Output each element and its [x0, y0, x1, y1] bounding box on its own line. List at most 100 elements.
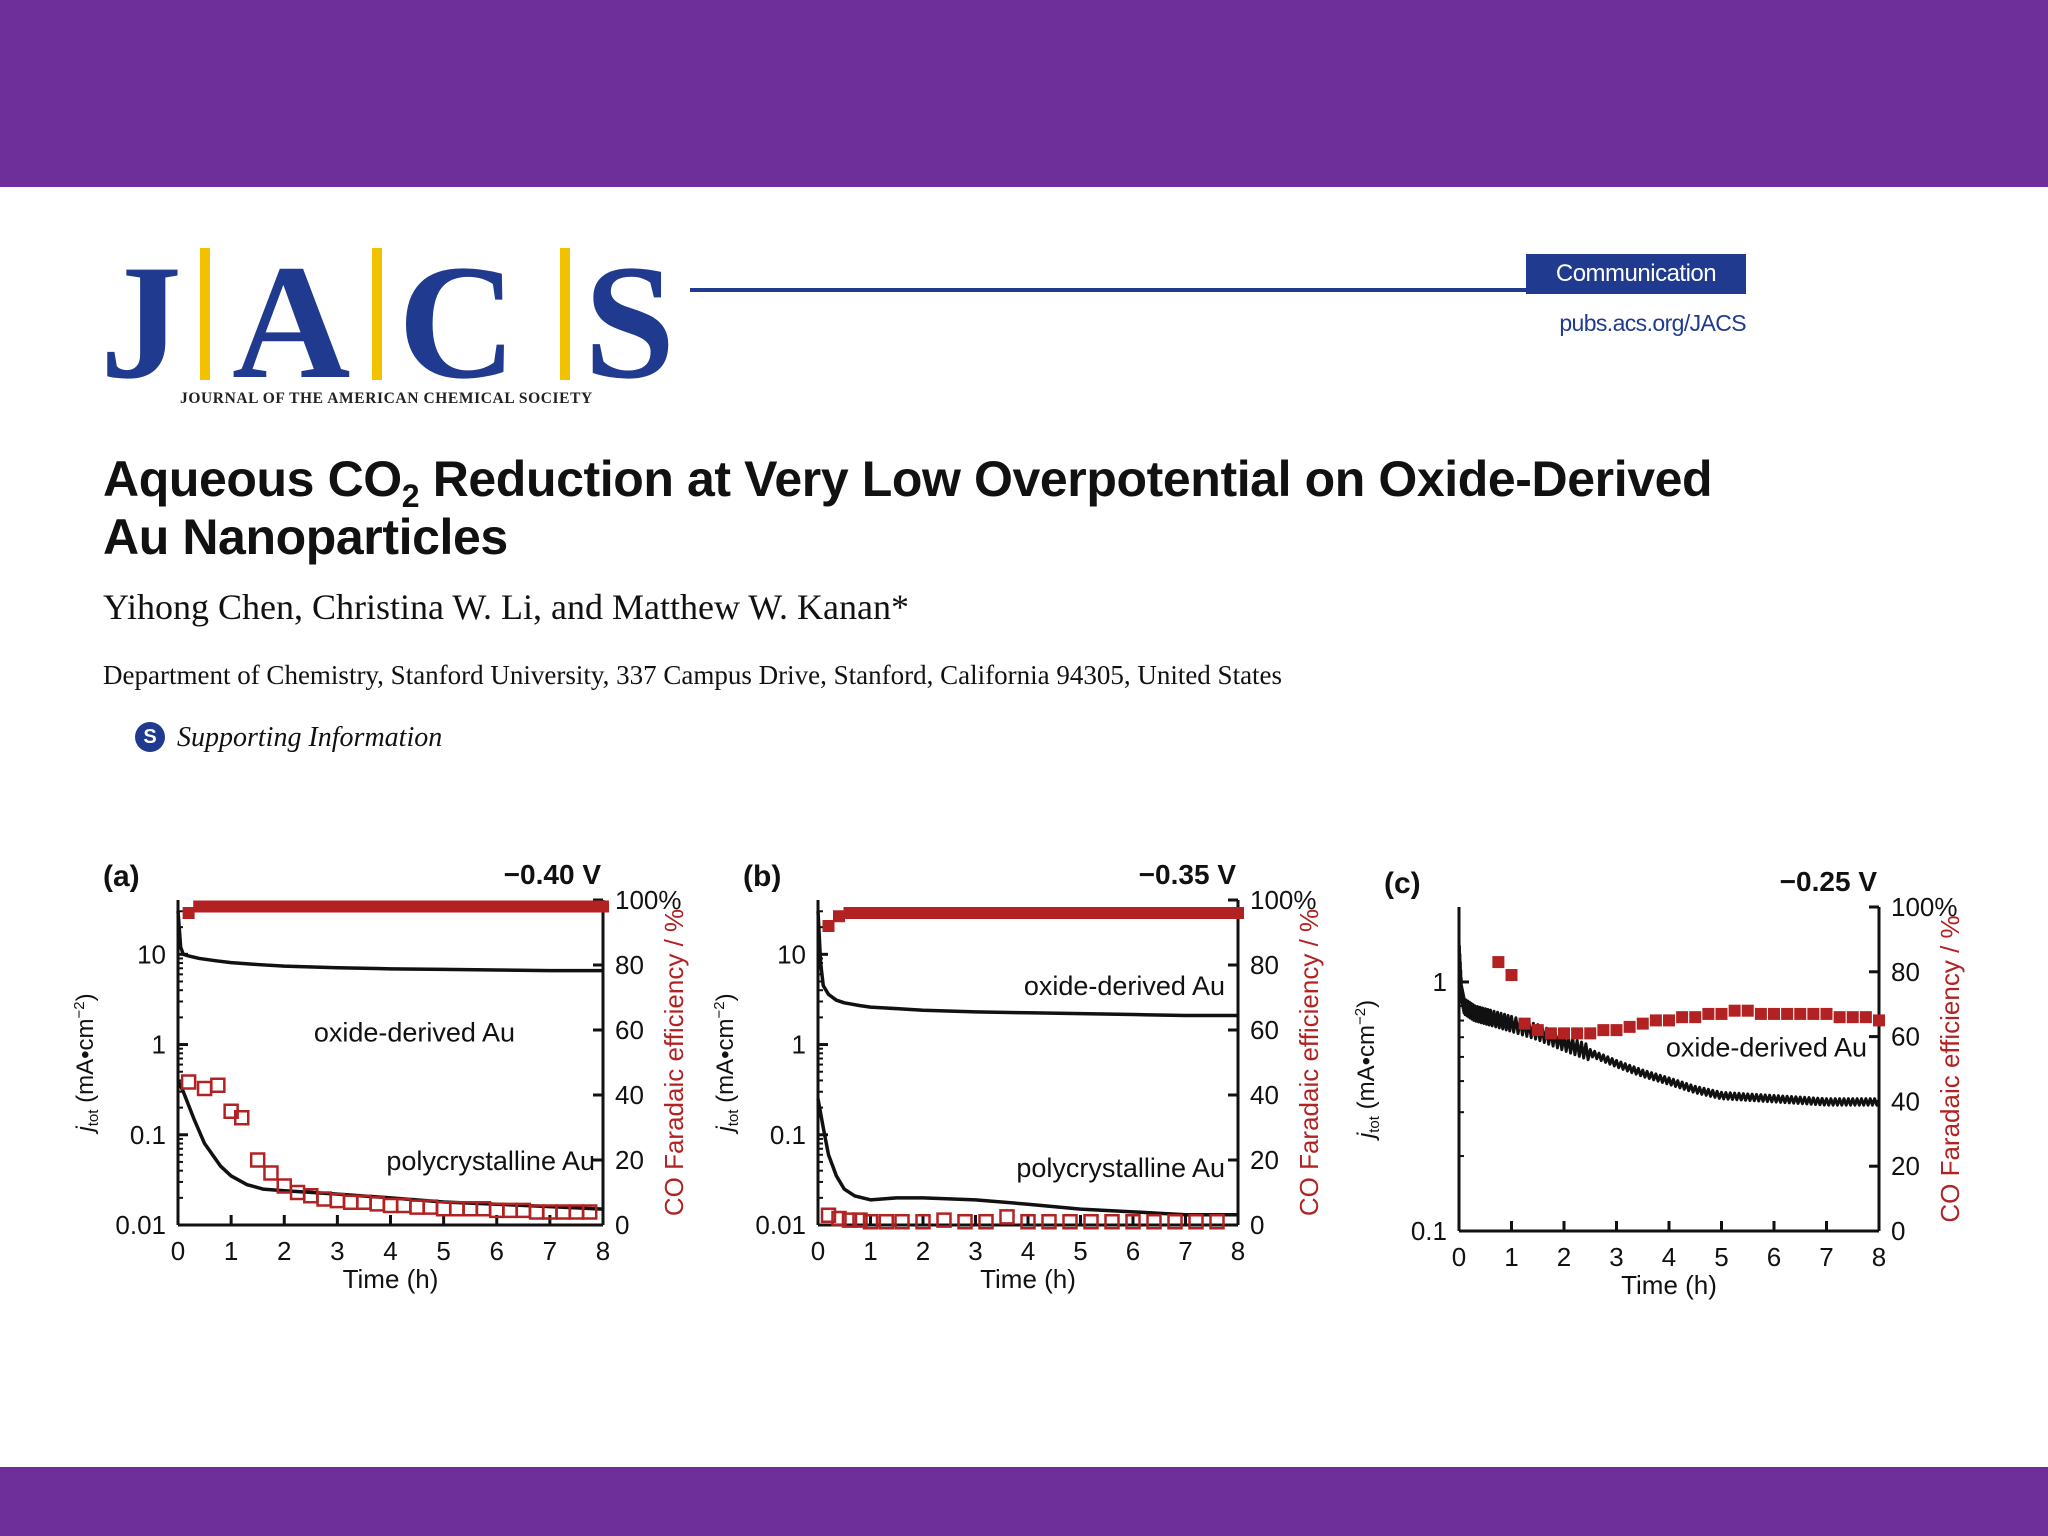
efficiency-marker-filled	[1011, 907, 1024, 919]
efficiency-marker-filled	[1702, 1007, 1715, 1020]
efficiency-marker-filled	[1781, 1007, 1794, 1020]
efficiency-marker-filled	[1022, 907, 1034, 919]
efficiency-marker-filled	[833, 910, 845, 923]
chart-panel-3: 0 1 2 3 4 5 6 7 8 0.1 1 0 20 40 60 80 100% (c) −0.25 V Time…	[1352, 866, 1965, 1300]
efficiency-marker-filled	[1636, 1017, 1649, 1030]
efficiency-marker-filled	[864, 907, 877, 919]
x-tick-label: 4	[383, 1236, 397, 1266]
efficiency-marker-open	[915, 1214, 931, 1230]
efficiency-marker-open	[1083, 1214, 1099, 1230]
y-left-label-close: )	[72, 993, 99, 1001]
y-right-tick-label: 20	[1891, 1151, 1920, 1181]
supporting-info-label[interactable]: Supporting Information	[177, 722, 443, 753]
y-left-tick-label: 1	[1433, 967, 1447, 997]
x-tick-label: 5	[1073, 1236, 1087, 1266]
efficiency-marker-filled	[512, 900, 524, 913]
efficiency-marker-filled	[1211, 907, 1223, 919]
x-axis-label: Time (h)	[980, 1264, 1076, 1294]
efficiency-marker-filled	[1754, 1007, 1767, 1020]
y-right-axis-label: CO Faradaic efficiency / %	[1294, 909, 1324, 1216]
efficiency-marker-open	[831, 1210, 847, 1227]
efficiency-marker-filled	[331, 900, 344, 913]
efficiency-marker-filled	[1221, 907, 1234, 919]
efficiency-marker-filled	[1190, 907, 1202, 919]
jacs-logo: J A C S JOURNAL OF THE AMERICAN CHEMICAL…	[100, 238, 700, 413]
y-left-label-close: )	[1353, 1000, 1380, 1008]
efficiency-marker-filled	[1095, 907, 1108, 919]
y-left-label-units: (mA•cm	[712, 1019, 739, 1110]
efficiency-marker-filled	[1728, 1004, 1741, 1017]
efficiency-marker-open	[957, 1214, 973, 1230]
title-text: Reduction at Very Low Overpotential on O…	[103, 451, 1713, 565]
x-tick-label: 3	[968, 1236, 982, 1266]
y-left-label-units: (mA•cm	[72, 1019, 99, 1110]
y-right-tick-label: 40	[1891, 1086, 1920, 1116]
efficiency-marker-filled	[246, 900, 259, 913]
efficiency-marker-open	[1125, 1214, 1141, 1230]
efficiency-marker-open	[196, 1080, 213, 1097]
efficiency-marker-filled	[1148, 907, 1160, 919]
efficiency-marker-open	[1209, 1214, 1225, 1230]
efficiency-marker-filled	[1127, 907, 1139, 919]
y-left-label-symbol: j	[712, 1126, 739, 1135]
efficiency-marker-filled	[278, 900, 291, 913]
top-banner	[0, 0, 2048, 187]
series-label: oxide-derived Au	[1666, 1032, 1867, 1062]
efficiency-marker-filled	[469, 900, 482, 913]
efficiency-marker-filled	[565, 900, 578, 913]
efficiency-marker-open	[1104, 1214, 1120, 1230]
x-tick-label: 7	[1819, 1242, 1833, 1272]
y-left-tick-label: 10	[777, 939, 806, 969]
efficiency-marker-filled	[384, 900, 397, 913]
panel-label: (b)	[743, 860, 781, 893]
efficiency-marker-filled	[1531, 1024, 1544, 1037]
efficiency-marker-filled	[342, 900, 354, 913]
efficiency-marker-filled	[1794, 1007, 1807, 1020]
efficiency-marker-filled	[1074, 907, 1087, 919]
panel-title: −0.40 V	[504, 859, 602, 890]
x-tick-label: 3	[330, 1236, 344, 1266]
y-left-label-subscript: tot	[85, 1109, 102, 1127]
efficiency-marker-open	[841, 1212, 858, 1228]
efficiency-marker-filled	[1137, 907, 1150, 919]
efficiency-marker-open	[894, 1214, 910, 1230]
y-left-label-close: )	[712, 993, 739, 1001]
efficiency-marker-filled	[1663, 1014, 1675, 1027]
x-tick-label: 6	[1126, 1236, 1140, 1266]
x-tick-label: 1	[863, 1236, 877, 1266]
efficiency-marker-open	[978, 1214, 994, 1230]
efficiency-marker-open	[1041, 1214, 1057, 1230]
efficiency-marker-filled	[959, 907, 971, 919]
x-tick-label: 1	[1504, 1242, 1518, 1272]
efficiency-marker-filled	[1169, 907, 1181, 919]
y-left-tick-label: 0.1	[1411, 1216, 1447, 1246]
efficiency-marker-filled	[395, 900, 408, 913]
journal-url[interactable]: pubs.acs.org/JACS	[1559, 310, 1746, 336]
author-list: Yihong Chen, Christina W. Li, and Matthe…	[103, 587, 909, 627]
y-right-tick-label: 80	[615, 950, 644, 980]
efficiency-marker-filled	[214, 900, 227, 913]
y-left-axis-label: jtot (mA•cm−2)	[711, 993, 742, 1134]
efficiency-marker-filled	[427, 900, 439, 913]
article-type-badge: Communication	[1526, 254, 1746, 294]
affiliation: Department of Chemistry, Stanford Univer…	[103, 660, 1283, 690]
efficiency-marker-filled	[405, 900, 418, 913]
efficiency-marker-filled	[501, 900, 514, 913]
y-right-tick-label: 0	[615, 1210, 629, 1240]
chart-panel-1: 0 1 2 3 4 5 6 7 8 0.01 0.1 1 10 0 20 40 60 80 100% (a) −0.40…	[71, 859, 689, 1294]
efficiency-marker-filled	[843, 907, 856, 919]
efficiency-marker-filled	[1558, 1027, 1570, 1040]
efficiency-marker-filled	[1623, 1020, 1636, 1033]
efficiency-marker-filled	[448, 900, 461, 913]
y-left-axis-label: jtot (mA•cm−2)	[1352, 1000, 1383, 1141]
efficiency-marker-filled	[1741, 1004, 1754, 1017]
efficiency-marker-filled	[1518, 1017, 1531, 1030]
y-right-axis-label: CO Faradaic efficiency / %	[1935, 915, 1965, 1222]
efficiency-marker-filled	[948, 907, 961, 919]
efficiency-marker-filled	[597, 900, 609, 913]
efficiency-marker-filled	[1689, 1011, 1702, 1024]
efficiency-marker-filled	[1179, 907, 1192, 919]
efficiency-marker-filled	[1768, 1007, 1780, 1020]
y-left-label-exponent: −2	[71, 1001, 88, 1018]
title-text: Aqueous CO	[103, 451, 402, 507]
